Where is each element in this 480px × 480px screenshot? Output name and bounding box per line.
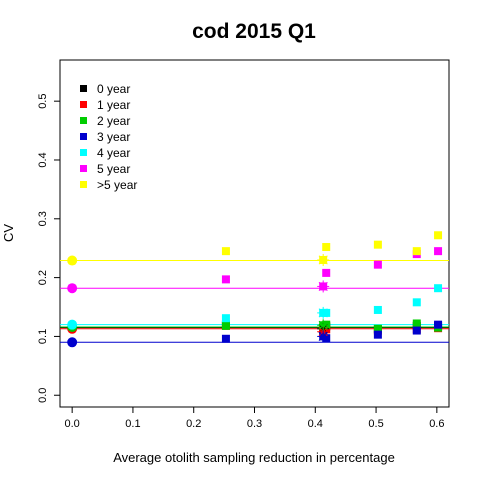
data-point xyxy=(221,334,230,343)
data-point xyxy=(322,334,331,343)
x-axis: 0.0 0.1 0.2 0.3 0.4 0.5 0.6 xyxy=(65,407,444,430)
data-point xyxy=(221,275,230,284)
data-point xyxy=(373,240,382,249)
star-point xyxy=(317,253,330,266)
data-point xyxy=(434,284,443,293)
data-point xyxy=(434,231,443,240)
y-tick-label: 0.1 xyxy=(37,329,49,344)
star-point xyxy=(317,319,330,332)
y-tick-label: 0.4 xyxy=(37,152,49,167)
data-point xyxy=(373,324,382,333)
x-axis-label: Average otolith sampling reduction in pe… xyxy=(113,450,395,465)
chart-title: cod 2015 Q1 xyxy=(192,20,316,43)
legend-label: 0 year xyxy=(97,82,130,96)
data-point xyxy=(221,321,230,330)
legend-swatch xyxy=(80,165,87,172)
data-point xyxy=(221,314,230,323)
data-point xyxy=(412,326,421,335)
legend-swatch xyxy=(80,133,87,140)
baselines xyxy=(60,260,449,343)
baseline-point xyxy=(67,255,78,266)
legend-label: 3 year xyxy=(97,130,130,144)
data-point xyxy=(322,320,331,329)
y-axis-label: CV xyxy=(1,224,16,242)
legend-swatch xyxy=(80,101,87,108)
data-point xyxy=(373,305,382,314)
y-tick-label: 0.5 xyxy=(37,94,49,109)
data-point xyxy=(373,330,382,339)
legend-label: 5 year xyxy=(97,162,130,176)
legend-label: 4 year xyxy=(97,146,130,160)
legend-label: 2 year xyxy=(97,114,130,128)
plot-frame xyxy=(59,59,450,408)
legend-label: 1 year xyxy=(97,98,130,112)
x-tick-label: 0.2 xyxy=(186,418,201,430)
star-point xyxy=(317,280,330,293)
x-tick-label: 0.1 xyxy=(125,418,140,430)
y-tick-label: 0.0 xyxy=(37,388,49,403)
data-points xyxy=(67,231,443,348)
data-point xyxy=(412,298,421,307)
data-point xyxy=(322,268,331,277)
star-point xyxy=(317,306,330,319)
baseline-point xyxy=(67,319,78,330)
star-point xyxy=(317,330,330,343)
baseline-point xyxy=(67,283,78,294)
legend-swatch xyxy=(80,117,87,124)
data-point xyxy=(322,243,331,252)
y-axis: 0.0 0.1 0.2 0.3 0.4 0.5 xyxy=(37,94,60,403)
data-point xyxy=(221,247,230,256)
x-tick-label: 0.0 xyxy=(65,418,80,430)
legend-label: >5 year xyxy=(97,178,137,192)
legend: 0 year 1 year 2 year 3 year 4 year 5 year >5 y… xyxy=(80,82,137,192)
x-tick-label: 0.4 xyxy=(308,418,323,430)
data-point xyxy=(434,320,443,329)
data-point xyxy=(412,247,421,256)
x-tick-label: 0.6 xyxy=(429,418,444,430)
y-tick-label: 0.2 xyxy=(37,270,49,285)
legend-swatch xyxy=(80,181,87,188)
x-tick-label: 0.3 xyxy=(247,418,262,430)
legend-swatch xyxy=(80,149,87,156)
data-point xyxy=(434,247,443,256)
data-point xyxy=(412,319,421,328)
data-point xyxy=(373,260,382,269)
legend-swatch xyxy=(80,85,87,92)
x-tick-label: 0.5 xyxy=(368,418,383,430)
baseline-point xyxy=(67,337,78,348)
y-tick-label: 0.3 xyxy=(37,211,49,226)
